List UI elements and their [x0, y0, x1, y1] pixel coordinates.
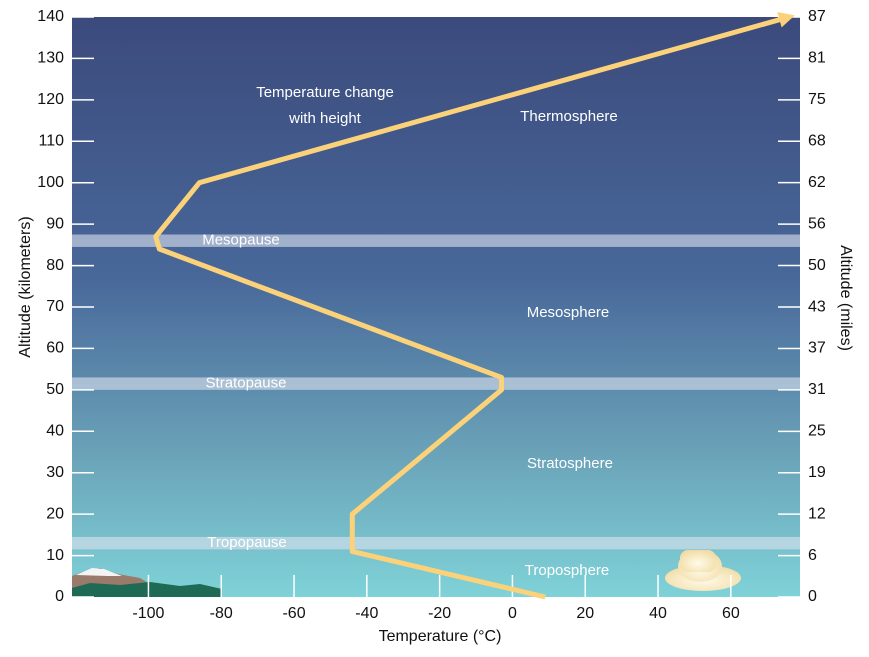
pause-label: Mesopause: [202, 232, 280, 249]
page: {"chart_data": { "type": "line", "xlabel…: [0, 0, 869, 652]
y-tick-label: 80: [46, 257, 64, 274]
x-tick-label: -20: [428, 605, 451, 622]
y-tick-label: 110: [38, 133, 64, 150]
layer-label: Troposphere: [525, 562, 610, 579]
annotation: Temperature change: [256, 84, 394, 101]
pause-band: [72, 235, 800, 247]
y2-tick-label: 19: [808, 464, 826, 481]
y-tick-label: 90: [46, 215, 64, 232]
layer-label: Mesosphere: [527, 304, 610, 321]
y2-tick-label: 62: [808, 174, 826, 191]
y-tick-label: 140: [37, 8, 64, 25]
chart: Altitude (kilometers) Altitude (miles) T…: [0, 0, 869, 652]
y2-tick-label: 6: [808, 547, 817, 564]
y2-tick-label: 37: [808, 340, 826, 357]
y-tick-label: 30: [46, 464, 64, 481]
x-tick-label: -60: [282, 605, 305, 622]
plot-background: [72, 17, 800, 597]
y2-tick-label: 0: [808, 588, 817, 605]
x-tick-label: 0: [508, 605, 517, 622]
y2-tick-label: 87: [808, 8, 826, 25]
x-tick-label: 40: [649, 605, 667, 622]
y2-tick-label: 43: [808, 298, 826, 315]
y2-axis-title: Altitude (miles): [837, 245, 854, 351]
y-tick-label: 40: [46, 423, 64, 440]
y2-tick-label: 81: [808, 50, 826, 67]
y-tick-label: 50: [46, 381, 64, 398]
y-tick-label: 70: [46, 298, 64, 315]
y-tick-label: 120: [37, 91, 64, 108]
x-tick-label: 20: [576, 605, 594, 622]
y-axis-title: Altitude (kilometers): [17, 216, 34, 357]
y2-tick-label: 31: [808, 381, 826, 398]
y2-tick-label: 25: [808, 423, 826, 440]
layer-label: Stratosphere: [527, 455, 613, 472]
y2-tick-label: 68: [808, 132, 826, 149]
y2-tick-label: 50: [808, 257, 826, 274]
pause-label: Stratopause: [206, 375, 287, 392]
x-tick-label: -100: [132, 605, 164, 622]
y-tick-label: 10: [46, 547, 64, 564]
pause-label: Tropopause: [207, 534, 287, 551]
y-tick-label: 20: [46, 505, 64, 522]
y2-tick-label: 56: [808, 215, 826, 232]
layer-label: Thermosphere: [520, 108, 618, 125]
x-tick-label: 60: [722, 605, 740, 622]
pause-band: [72, 377, 800, 389]
x-axis-title: Temperature (°C): [379, 628, 502, 645]
y-tick-label: 0: [55, 588, 64, 605]
x-tick-label: -40: [355, 605, 378, 622]
y2-tick-label: 75: [808, 91, 826, 108]
pause-band: [72, 537, 800, 549]
x-tick-label: -80: [210, 605, 233, 622]
trees: [72, 582, 222, 597]
y-tick-label: 60: [46, 340, 64, 357]
y-tick-label: 100: [37, 174, 64, 191]
y2-tick-label: 12: [808, 505, 826, 522]
y-tick-label: 130: [37, 50, 64, 67]
annotation: with height: [288, 110, 362, 127]
